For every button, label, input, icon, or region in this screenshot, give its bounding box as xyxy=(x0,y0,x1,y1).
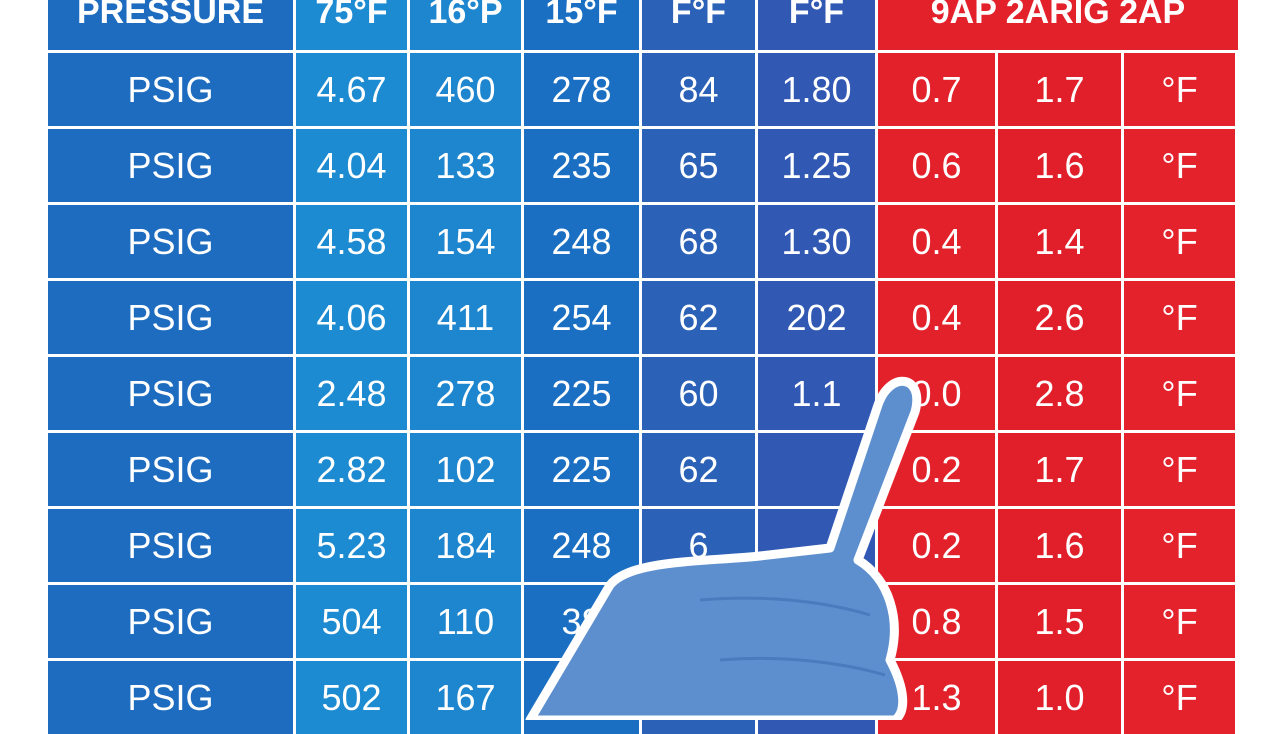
table-cell: 0.2 xyxy=(878,509,995,582)
table-cell: 1.4 xyxy=(998,205,1121,278)
table-cell: 411 xyxy=(410,281,521,354)
header-cell: 75°F xyxy=(296,0,407,50)
table-cell: 102 xyxy=(410,433,521,506)
table-cell: 5.23 xyxy=(296,509,407,582)
table-cell: 1.7 xyxy=(998,53,1121,126)
table-cell: 4.67 xyxy=(296,53,407,126)
table-cell: 68 xyxy=(642,205,755,278)
table-cell: 504 xyxy=(296,585,407,658)
table-cell: °F xyxy=(1124,433,1235,506)
table-cell: 248 xyxy=(524,509,639,582)
table-cell: 0.4 xyxy=(878,281,995,354)
header-cell: PRESSURE xyxy=(48,0,293,50)
table-cell: 235 xyxy=(524,129,639,202)
table-cell: PSIG xyxy=(48,205,293,278)
table-cell: PSIG xyxy=(48,281,293,354)
table-cell: 0.4 xyxy=(878,205,995,278)
table-cell: °F xyxy=(1124,509,1235,582)
table-cell: °F xyxy=(1124,281,1235,354)
table-cell: PSIG xyxy=(48,509,293,582)
table-cell: 84 xyxy=(642,53,755,126)
table-cell: PSIG xyxy=(48,129,293,202)
table-cell: 1.25 xyxy=(758,129,875,202)
table-cell: 225 xyxy=(524,357,639,430)
table-cell: PSIG xyxy=(48,357,293,430)
table-cell: 1.1 xyxy=(758,357,875,430)
table-cell: 4.58 xyxy=(296,205,407,278)
table-cell: 4.06 xyxy=(296,281,407,354)
table-cell: 133 xyxy=(410,129,521,202)
header-cell: 15°F xyxy=(524,0,639,50)
table-cell: 1.7 xyxy=(998,433,1121,506)
header-cell: F°F xyxy=(758,0,875,50)
table-cell: PSIG xyxy=(48,433,293,506)
table-cell: 62 xyxy=(642,433,755,506)
table-cell: °F xyxy=(1124,205,1235,278)
table-cell: 154 xyxy=(410,205,521,278)
table-cell: 2.8 xyxy=(998,357,1121,430)
table-cell: 1.6 xyxy=(998,129,1121,202)
table-cell: 2.6 xyxy=(998,281,1121,354)
table-cell: 225 xyxy=(524,433,639,506)
table-cell: 1.30 xyxy=(758,205,875,278)
table-cell: °F xyxy=(1124,585,1235,658)
table-cell: 65 xyxy=(642,129,755,202)
table-cell: 2.82 xyxy=(296,433,407,506)
table-cell: 110 xyxy=(410,585,521,658)
table-cell: 202 xyxy=(758,281,875,354)
table-cell: 248 xyxy=(524,205,639,278)
table-cell: 62 xyxy=(642,281,755,354)
table-cell: 0.6 xyxy=(878,129,995,202)
table-cell: 1.5 xyxy=(998,585,1121,658)
table-cell: 2.48 xyxy=(296,357,407,430)
table-cell: °F xyxy=(1124,53,1235,126)
table-cell: 1.6 xyxy=(998,509,1121,582)
table-cell: °F xyxy=(1124,357,1235,430)
table-cell: 460 xyxy=(410,53,521,126)
table-cell: 184 xyxy=(410,509,521,582)
table-cell: PSIG xyxy=(48,585,293,658)
header-cell: 9AP 2ARIG 2AP xyxy=(878,0,1238,50)
table-cell: PSIG xyxy=(48,53,293,126)
table-cell: 278 xyxy=(524,53,639,126)
table-cell: 254 xyxy=(524,281,639,354)
header-cell: F°F xyxy=(642,0,755,50)
table-cell: °F xyxy=(1124,129,1235,202)
table-cell: 4.04 xyxy=(296,129,407,202)
header-cell: 16°P xyxy=(410,0,521,50)
table-cell: 0.7 xyxy=(878,53,995,126)
table-cell: 278 xyxy=(410,357,521,430)
table-cell: 1.80 xyxy=(758,53,875,126)
table-cell: 60 xyxy=(642,357,755,430)
